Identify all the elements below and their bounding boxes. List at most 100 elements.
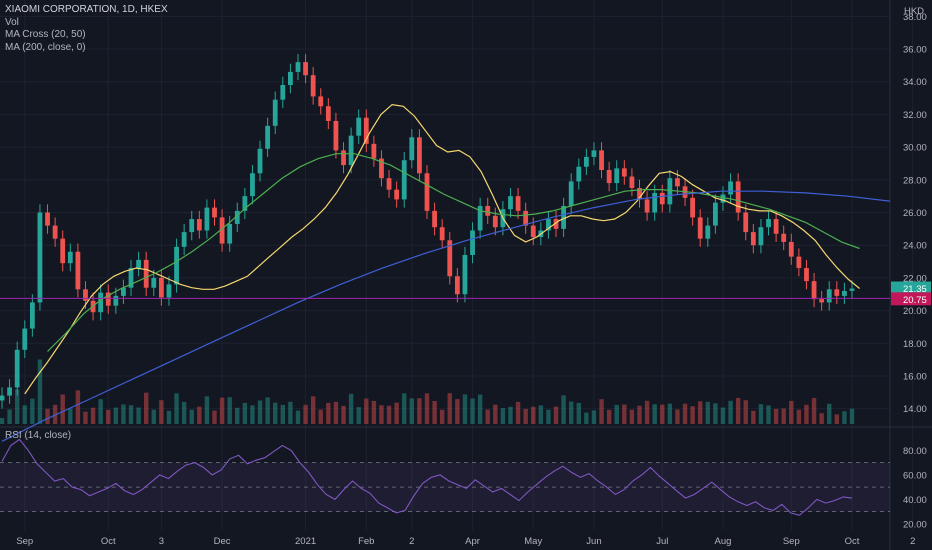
volume-bar: [402, 393, 407, 424]
candle-body: [583, 156, 589, 167]
ma200-legend[interactable]: MA (200, close, 0): [5, 41, 86, 53]
volume-bar: [637, 405, 642, 424]
candle-body: [842, 290, 847, 296]
candle-body: [477, 205, 483, 231]
volume-bar: [257, 400, 263, 424]
candle-body: [14, 349, 20, 388]
volume-bar: [599, 399, 604, 424]
candle-body: [52, 225, 58, 239]
candle-body: [272, 99, 278, 126]
symbol-title[interactable]: XIAOMI CORPORATION, 1D, HKEX: [5, 4, 168, 15]
candle-body: [151, 277, 157, 288]
volume-bar: [576, 402, 581, 424]
ma-cross-legend[interactable]: MA Cross (20, 50): [5, 29, 86, 40]
candle-body: [705, 225, 711, 239]
price-tick-label: 26.00: [903, 208, 927, 219]
candle-body: [834, 289, 840, 296]
candle-body: [712, 202, 718, 226]
volume-bar: [273, 402, 278, 424]
candle-body: [796, 256, 802, 269]
volume-bar: [819, 413, 824, 424]
time-tick-label: Sep: [783, 536, 800, 547]
volume-bar: [22, 405, 27, 424]
candle-body: [424, 173, 430, 211]
candle-body: [629, 176, 635, 188]
candle-body: [781, 233, 787, 242]
candle-body: [174, 246, 179, 285]
volume-bar: [713, 403, 718, 424]
volume-bar: [295, 410, 301, 424]
candle-body: [508, 196, 513, 210]
volume-legend[interactable]: Vol: [5, 16, 19, 28]
volume-bar: [75, 390, 81, 424]
time-tick-label: Dec: [214, 536, 231, 547]
volume-bar: [462, 394, 468, 424]
volume-bar: [508, 406, 513, 424]
rsi-band-fill: [0, 462, 890, 512]
candle-body: [234, 210, 240, 224]
volume-bar: [166, 410, 172, 424]
candle-body: [204, 207, 210, 231]
candle-body: [371, 143, 377, 159]
volume-bar: [265, 397, 270, 424]
candle-body: [143, 259, 149, 288]
volume-bar: [121, 404, 126, 424]
rsi-tick-label: 60.00: [903, 470, 927, 481]
volume-bar: [834, 414, 840, 424]
volume-bar: [622, 404, 627, 424]
volume-bar: [143, 392, 149, 424]
time-axis[interactable]: Sep Oct 3 Dec 2021 Feb 2 Apr May Jun Jul Aug Sep Oct 2: [16, 536, 915, 547]
rsi-axis[interactable]: 20.00 40.00 60.00 80.00: [903, 446, 927, 531]
time-tick-label: Feb: [358, 536, 374, 547]
volume-bar: [743, 400, 748, 424]
volume-bar: [531, 406, 536, 424]
volume-bar: [781, 408, 786, 424]
time-tick-label: May: [524, 536, 542, 547]
time-tick-label: Apr: [465, 536, 480, 547]
time-tick-label: 3: [159, 536, 164, 547]
rsi-legend[interactable]: RSI (14, close): [5, 430, 72, 441]
candle-body: [788, 241, 794, 257]
candle-body: [136, 259, 142, 269]
candles[interactable]: [0, 53, 855, 409]
volume-bar: [584, 412, 589, 424]
volume-bar: [667, 403, 673, 424]
volume-bar: [553, 406, 559, 424]
volume-bar: [37, 359, 43, 424]
candle-body: [750, 232, 756, 246]
volume-bar: [827, 403, 832, 424]
volume-bar: [455, 399, 460, 424]
candle-body: [219, 217, 225, 244]
candle-body: [675, 178, 680, 187]
volume-bar: [417, 398, 422, 424]
candle-body: [242, 196, 248, 211]
candle-body: [561, 205, 567, 229]
candle-body: [758, 227, 764, 246]
moving-averages: [0, 103, 890, 442]
candle-body: [546, 219, 551, 231]
price-tick-label: 20.00: [903, 306, 927, 317]
candle-body: [462, 255, 468, 295]
volume-bar: [326, 402, 331, 424]
volume-bar: [432, 401, 437, 424]
candle-body: [7, 387, 12, 396]
candle-body: [409, 137, 415, 161]
time-tick-label: Oct: [101, 536, 116, 547]
candle-body: [804, 268, 809, 282]
volume-bar: [811, 398, 817, 424]
price-tick-label: 24.00: [903, 241, 927, 252]
candle-body: [492, 215, 498, 228]
price-axis[interactable]: HKD 14.00 16.00 18.00 20.00 22.00 24.00 26.00 28…: [903, 6, 927, 415]
volume-bar: [629, 409, 635, 424]
level-price-badge: [891, 292, 931, 306]
volume-bar: [250, 405, 255, 424]
candle-body: [325, 106, 331, 121]
volume-bar: [159, 400, 164, 424]
volume-bar: [447, 393, 452, 424]
volume-bar: [735, 397, 741, 424]
candle-body: [553, 219, 559, 229]
candle-body: [735, 181, 741, 213]
time-tick-label: 2: [409, 536, 414, 547]
